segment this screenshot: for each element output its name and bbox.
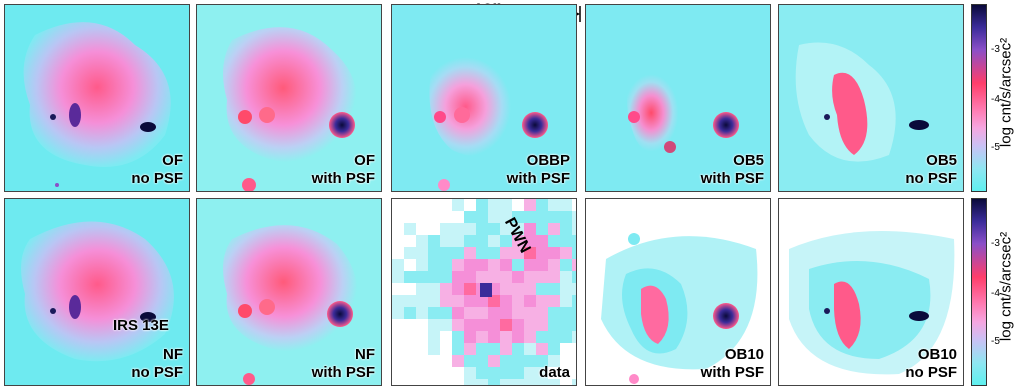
colorbar-tick: -3 — [991, 238, 1000, 249]
panel-label-psf: no PSF — [905, 170, 957, 187]
panel-label-model: NF — [163, 346, 183, 363]
image-nf-psf — [197, 199, 381, 385]
panel-label-model: OF — [162, 152, 183, 169]
panel-label-model: OB5 — [926, 152, 957, 169]
colorbar-tick: -4 — [991, 94, 1000, 105]
panel-label-model: OF — [354, 152, 375, 169]
panel-label-model: OBBP — [526, 152, 570, 169]
colorbar-title: log cnt/s/arcsec² — [997, 37, 1015, 148]
image-ob10-psf — [586, 199, 770, 385]
panel-obbp-psf: OBBP with PSF — [391, 4, 577, 192]
panel-data: PWN data — [391, 198, 577, 386]
panel-nf-psf: NF with PSF — [196, 198, 382, 386]
colorbar-bottom — [971, 198, 987, 386]
panel-label-psf: with PSF — [311, 170, 375, 187]
panel-of-nopsf: OF no PSF — [4, 4, 190, 192]
panel-label-psf: no PSF — [131, 170, 183, 187]
source-label-irs13e: IRS 13E — [113, 317, 169, 334]
panel-ob10-psf: OB10 with PSF — [585, 198, 771, 386]
colorbar-top — [971, 4, 987, 192]
image-ob5-psf — [586, 5, 770, 191]
image-ob10-nopsf — [779, 199, 963, 385]
panel-ob5-psf: OB5 with PSF — [585, 4, 771, 192]
panel-label-model: OB10 — [917, 346, 957, 363]
panel-label-model: NF — [355, 346, 375, 363]
image-of-nopsf — [5, 5, 189, 191]
colorbar-tick: -4 — [991, 288, 1000, 299]
image-obbp-psf — [392, 5, 576, 191]
panel-label-psf: with PSF — [506, 170, 570, 187]
panel-ob5-nopsf: OB5 no PSF — [778, 4, 964, 192]
panel-of-psf: OF with PSF — [196, 4, 382, 192]
colorbar-title: log cnt/s/arcsec² — [997, 231, 1015, 342]
colorbar-tick: -5 — [991, 336, 1000, 347]
panel-label-psf: with PSF — [700, 170, 764, 187]
panel-label-model: OB5 — [733, 152, 764, 169]
panel-label-psf: with PSF — [311, 364, 375, 381]
image-of-psf — [197, 5, 381, 191]
image-ob5-nopsf — [779, 5, 963, 191]
panel-nf-nopsf: IRS 13E NF no PSF — [4, 198, 190, 386]
image-nf-nopsf — [5, 199, 189, 385]
panel-ob10-nopsf: OB10 no PSF — [778, 198, 964, 386]
image-data — [392, 199, 576, 385]
colorbar-tick: -5 — [991, 142, 1000, 153]
panel-label-psf: no PSF — [131, 364, 183, 381]
panel-label-data: data — [539, 364, 570, 381]
colorbar-tick: -3 — [991, 44, 1000, 55]
panel-label-psf: with PSF — [700, 364, 764, 381]
panel-label-model: OB10 — [724, 346, 764, 363]
panel-label-psf: no PSF — [905, 364, 957, 381]
